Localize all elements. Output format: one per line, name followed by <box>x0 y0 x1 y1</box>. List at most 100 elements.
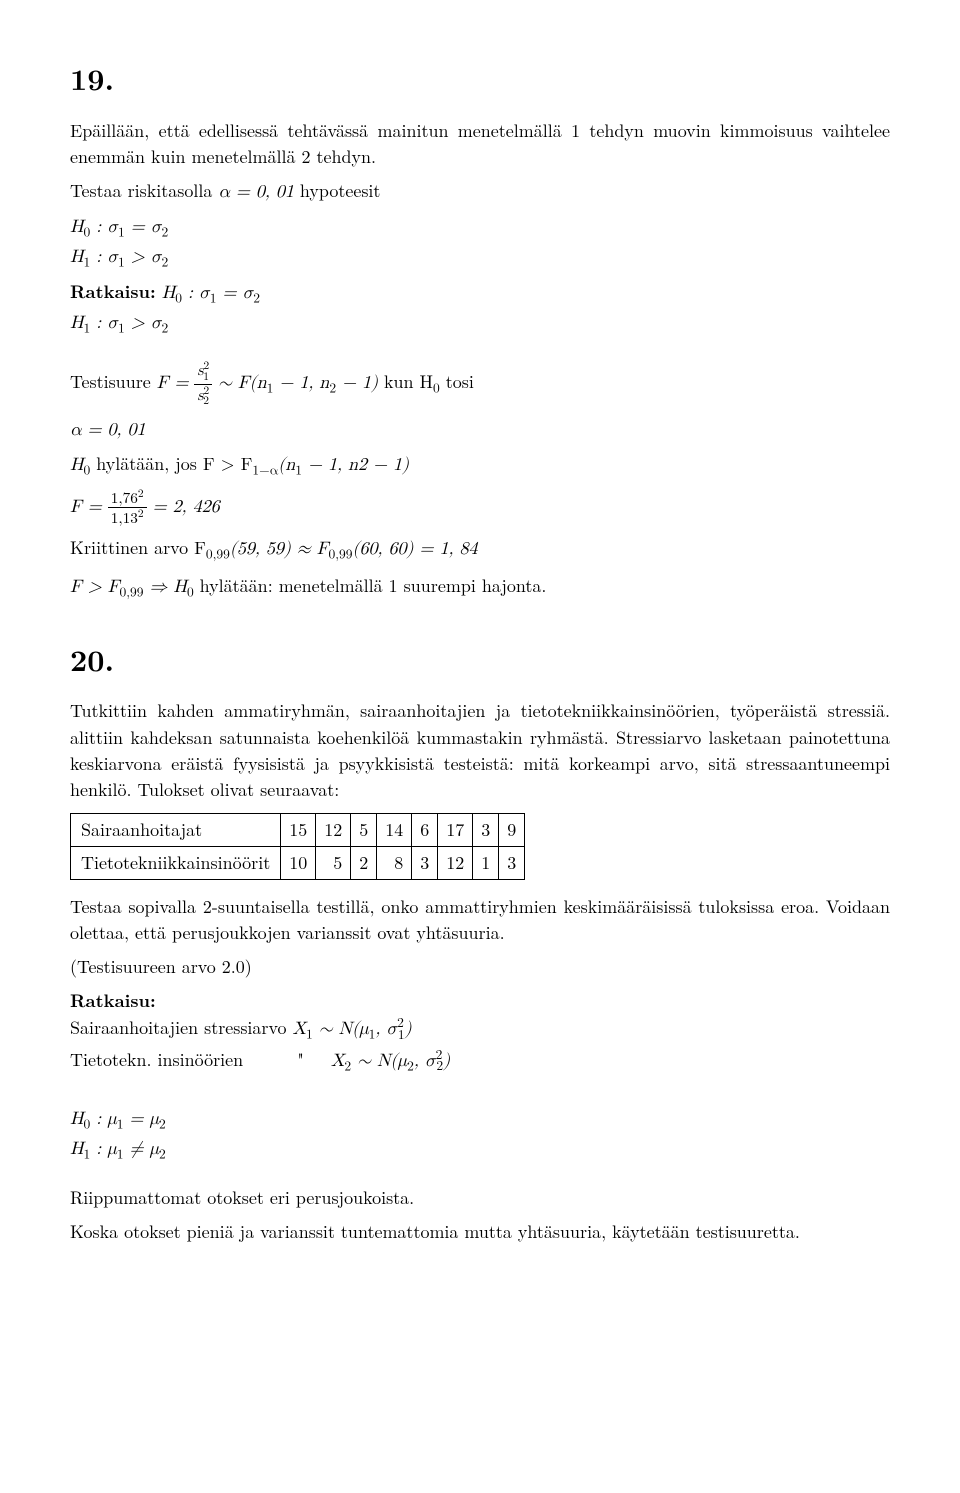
ex19-conclusion: F > F0,99 ⇒ H0 hylätään: menetelmällä 1 … <box>70 573 890 603</box>
sym: H <box>70 1110 84 1128</box>
sym: ∼ N(μ <box>351 1052 407 1070</box>
alpha: α = 0, 01 <box>70 421 145 439</box>
sym: ∼ F(n <box>212 374 267 392</box>
stress-table: Sairaanhoitajat 15 12 5 14 6 17 3 9 Tiet… <box>70 813 525 880</box>
text: hypoteesit <box>294 178 381 203</box>
sub: 2 <box>162 256 169 270</box>
row-label: Tietotekniikkainsinöörit <box>71 846 281 879</box>
cell: 3 <box>499 846 525 879</box>
sub: 2 <box>253 292 260 306</box>
cell: 6 <box>412 813 438 846</box>
sym: : μ <box>90 1140 117 1158</box>
sym: = μ <box>124 1110 160 1128</box>
cell: 9 <box>499 813 525 846</box>
sym: − 1, n2 − 1) <box>302 456 409 474</box>
ex20-after-table: Testaa sopivalla 2-suuntaisella testillä… <box>70 894 890 946</box>
text: Testaa riskitasolla <box>70 178 218 203</box>
ex20-koska: Koska otokset pieniä ja varianssit tunte… <box>70 1219 890 1245</box>
sym: H <box>162 284 176 302</box>
sym: ∼ N(μ <box>313 1020 369 1038</box>
sub: 0 <box>187 585 194 599</box>
cell: 5 <box>351 813 377 846</box>
ratkaisu-H0: H0 : σ1 = σ2 <box>162 284 260 302</box>
cell: 12 <box>316 813 351 846</box>
ex19-ratkaisu-line: Ratkaisu: H0 : σ1 = σ2 H1 : σ1 > σ2 <box>70 279 890 339</box>
ex19-testisuure: Testisuure F = s21 s22 ∼ F(n1 − 1, n2 − … <box>70 361 890 407</box>
sym: (60, 60) = 1, 84 <box>353 540 478 558</box>
fraction: s21 s22 <box>194 361 212 407</box>
sym: X <box>331 1052 345 1070</box>
cell: 1 <box>473 846 499 879</box>
den: 1,13 <box>111 511 138 526</box>
sub: 0,99 <box>119 585 143 599</box>
sym: H <box>70 218 84 236</box>
sym: ≠ μ <box>124 1140 160 1158</box>
label: Testisuure <box>70 369 157 394</box>
ex19-kriittinen: Kriittinen arvo F0,99(59, 59) ≈ F0,99(60… <box>70 535 890 565</box>
sym: (n <box>278 456 295 474</box>
sym: : σ <box>90 248 118 266</box>
sym: F = <box>157 374 195 392</box>
ratkaisu-H1: H1 : σ1 > σ2 <box>70 314 168 332</box>
sym: H <box>70 248 84 266</box>
H1: H1 : σ1 > σ2 <box>70 248 168 266</box>
sub: 0,99 <box>329 547 353 561</box>
H0-mu: H0 : μ1 = μ2 <box>70 1110 166 1128</box>
sym: : σ <box>90 314 118 332</box>
cell: 8 <box>377 846 412 879</box>
ex20-intro: Tutkittiin kahden ammatiryhmän, sairaanh… <box>70 698 890 802</box>
cell: 17 <box>438 813 473 846</box>
sym: > σ <box>125 314 162 332</box>
cell: 14 <box>377 813 412 846</box>
cell: 12 <box>438 846 473 879</box>
sym: : σ <box>182 284 210 302</box>
sym: , σ <box>414 1052 436 1070</box>
sym: ) <box>405 1020 412 1038</box>
sym: F = <box>70 498 108 516</box>
sair-line: Sairaanhoitajien stressiarvo X1 ∼ N(μ1, … <box>70 1015 412 1040</box>
text: hylätään: menetelmällä 1 suurempi hajont… <box>200 573 547 598</box>
cell: 15 <box>281 813 316 846</box>
ratkaisu-label: Ratkaisu: <box>70 988 156 1013</box>
sub: 0 <box>84 463 91 477</box>
sym: ) <box>443 1052 450 1070</box>
ex19-F-calc: F = 1,762 1,132 = 2, 426 <box>70 489 890 527</box>
text: Sairaanhoitajien stressiarvo <box>70 1015 292 1040</box>
sub: 1−α <box>252 463 278 477</box>
sym: − 1, n <box>273 374 329 392</box>
sub: 1 <box>118 322 125 336</box>
H0: H0 : σ1 = σ2 <box>70 218 168 236</box>
fraction: 1,762 1,132 <box>108 489 147 527</box>
num: 1,76 <box>111 491 138 506</box>
text: hylätään, jos F > F <box>96 451 252 476</box>
sym: , σ <box>375 1020 397 1038</box>
sym: : μ <box>90 1110 117 1128</box>
tosi: tosi <box>446 369 474 394</box>
H1-mu: H1 : μ1 ≠ μ2 <box>70 1140 166 1158</box>
alpha-eq: α = 0, 01 <box>218 183 293 201</box>
sym: H <box>70 456 84 474</box>
sym: X <box>292 1020 306 1038</box>
ex19-hypotheses: H0 : σ1 = σ2 H1 : σ1 > σ2 <box>70 213 890 273</box>
sub: 1 <box>210 292 217 306</box>
kun: kun H <box>384 369 433 394</box>
sym: H <box>70 1140 84 1158</box>
text: Kriittinen arvo F <box>70 535 206 560</box>
sub: 0,99 <box>206 547 230 561</box>
ex19-intro: Epäillään, että edellisessä tehtävässä m… <box>70 118 890 170</box>
quote: " <box>297 1047 304 1072</box>
section-number-20: 20. <box>70 637 890 681</box>
cell: 3 <box>473 813 499 846</box>
table-row: Sairaanhoitajat 15 12 5 14 6 17 3 9 <box>71 813 525 846</box>
table-row: Tietotekniikkainsinöörit 10 5 2 8 3 12 1… <box>71 846 525 879</box>
sym: : σ <box>90 218 118 236</box>
ex20-ratkaisu: Ratkaisu: Sairaanhoitajien stressiarvo X… <box>70 988 890 1076</box>
sym: (59, 59) ≈ F <box>230 540 329 558</box>
sub: 2 <box>162 322 169 336</box>
ex19-hylataan: H0 hylätään, jos F > F1−α(n1 − 1, n2 − 1… <box>70 451 890 481</box>
sym: F > F <box>70 578 119 596</box>
cell: 5 <box>316 846 351 879</box>
ratkaisu-label: Ratkaisu: <box>70 279 156 304</box>
cell: 10 <box>281 846 316 879</box>
sub: 0 <box>433 382 440 396</box>
